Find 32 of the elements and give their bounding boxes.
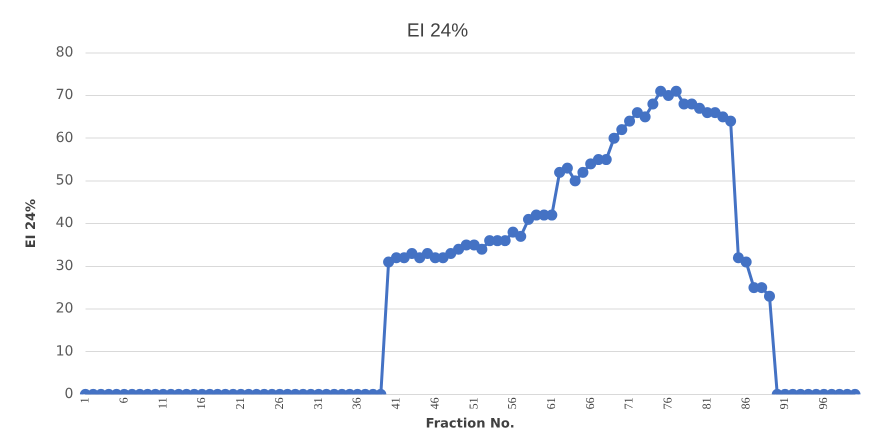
x-tick-label: 6 bbox=[116, 397, 130, 404]
y-axis-title: EI 24% bbox=[24, 198, 40, 248]
x-tick-label: 91 bbox=[777, 397, 792, 410]
x-tick-label: 56 bbox=[505, 397, 520, 410]
x-tick-label: 61 bbox=[544, 397, 558, 410]
x-tick-label: 36 bbox=[350, 397, 364, 410]
y-tick-label: 0 bbox=[64, 386, 74, 402]
y-tick-label: 60 bbox=[56, 130, 74, 146]
x-tick-label: 51 bbox=[466, 397, 480, 410]
y-tick-label: 80 bbox=[56, 44, 74, 60]
y-tick-label: 20 bbox=[56, 300, 74, 317]
x-axis-title: Fraction No. bbox=[426, 416, 515, 432]
x-tick-label: 96 bbox=[816, 397, 830, 410]
y-tick-label: 30 bbox=[56, 258, 74, 274]
x-tick-label: 26 bbox=[272, 397, 286, 410]
x-tick-label: 11 bbox=[155, 397, 170, 409]
y-tick-label: 50 bbox=[56, 172, 74, 189]
y-tick-label: 40 bbox=[56, 215, 74, 232]
y-tick-label: 70 bbox=[56, 87, 74, 104]
x-tick-label: 31 bbox=[310, 397, 325, 410]
x-tick-label: 46 bbox=[427, 397, 442, 410]
x-tick-label: 16 bbox=[194, 397, 208, 410]
x-tick-label: 86 bbox=[738, 397, 752, 410]
x-tick-label: 66 bbox=[582, 397, 597, 410]
chart-title: EI 24% bbox=[406, 20, 468, 42]
y-tick-label: 10 bbox=[56, 343, 74, 360]
x-tick-label: 81 bbox=[699, 397, 714, 410]
x-tick-label: 21 bbox=[233, 397, 248, 410]
x-tick-label: 76 bbox=[660, 397, 675, 410]
x-tick-label: 1 bbox=[78, 397, 92, 404]
x-tick-label: 71 bbox=[622, 397, 636, 410]
x-tick-label: 41 bbox=[388, 397, 403, 410]
